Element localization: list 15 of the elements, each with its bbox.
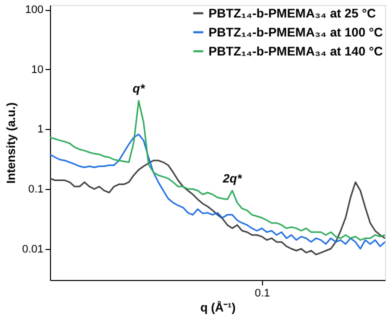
annotation: 2q* <box>222 172 243 186</box>
annotation: q* <box>132 82 146 96</box>
y-tick-label: 1 <box>37 124 44 136</box>
y-tick-label: 0.01 <box>22 243 44 256</box>
y-axis-title: Intensity (a.u.) <box>4 102 18 184</box>
legend-label: PBTZ₁₄-b-PMEMA₃₄ at 25 °C <box>208 6 376 20</box>
line-series <box>49 100 386 241</box>
y-tick-label: 100 <box>25 4 44 16</box>
line-series <box>49 134 386 250</box>
legend-label: PBTZ₁₄-b-PMEMA₃₄ at 140 °C <box>208 44 383 58</box>
legend-label: PBTZ₁₄-b-PMEMA₃₄ at 100 °C <box>208 25 383 40</box>
line-series <box>49 160 386 256</box>
y-tick-label: 10 <box>31 64 44 76</box>
y-tick-label: 0.1 <box>28 184 44 196</box>
x-axis-title: q (Å⁻¹) <box>200 300 236 314</box>
